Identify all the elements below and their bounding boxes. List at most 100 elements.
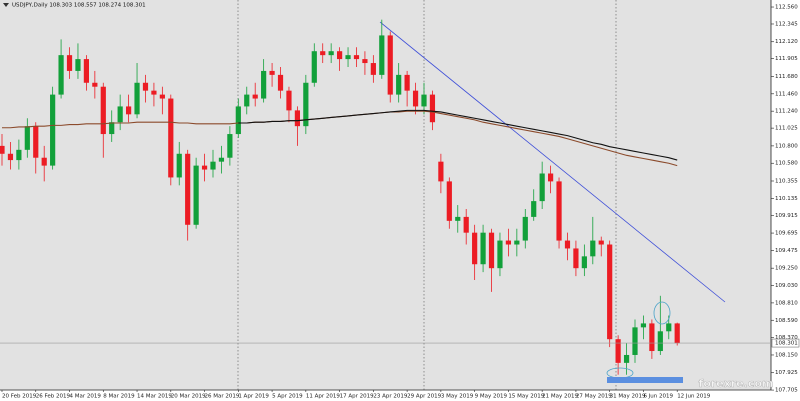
candle-body xyxy=(387,35,393,95)
candle-body xyxy=(16,149,22,161)
candle-body xyxy=(277,74,284,91)
y-tick-label: 111.025 xyxy=(775,126,798,132)
candle-body xyxy=(429,94,436,123)
y-tick-label: 109.915 xyxy=(775,213,798,219)
candle-body xyxy=(472,232,478,265)
y-tick-label: 109.475 xyxy=(775,248,798,254)
candle-body xyxy=(674,323,680,344)
candle-body xyxy=(117,106,123,123)
candle-body xyxy=(455,216,461,221)
x-tick-label: 26 Feb 2019 xyxy=(36,394,71,400)
candle-body xyxy=(337,51,343,60)
x-tick-label: 20 Feb 2019 xyxy=(2,394,37,400)
x-tick-label: 20 Mar 2019 xyxy=(171,394,206,400)
watermark: forexre.com xyxy=(699,377,774,390)
y-tick-label: 107.925 xyxy=(775,370,798,376)
y-tick-label: 109.695 xyxy=(775,231,798,237)
x-tick-label: 8 Mar 2019 xyxy=(103,394,135,400)
candle-body xyxy=(421,94,427,107)
candle-body xyxy=(269,70,275,75)
candle-body xyxy=(488,232,495,269)
candle-body xyxy=(556,181,562,241)
y-tick-label: 109.030 xyxy=(775,283,798,289)
candle-body xyxy=(404,74,410,91)
candle-body xyxy=(58,55,64,95)
candle-body xyxy=(142,82,149,91)
candle-body xyxy=(50,94,56,166)
candle-body xyxy=(522,216,528,241)
y-tick-label: 110.135 xyxy=(775,196,798,202)
candle-body xyxy=(151,90,157,95)
candle-body xyxy=(218,157,225,162)
candle-body xyxy=(463,216,469,233)
candle-body xyxy=(92,82,98,87)
x-tick-label: 26 Mar 2019 xyxy=(205,394,240,400)
y-tick-label: 110.800 xyxy=(775,143,798,149)
x-tick-label: 29 Apr 2019 xyxy=(407,394,442,400)
candle-body xyxy=(345,55,351,60)
candle-body xyxy=(598,240,604,245)
x-tick-label: 21 May 2019 xyxy=(542,394,578,400)
candle-body xyxy=(362,59,368,64)
y-tick-label: 111.905 xyxy=(775,56,798,62)
candle-body xyxy=(320,51,326,56)
candle-body xyxy=(311,51,317,83)
x-tick-label: 5 Apr 2019 xyxy=(272,394,303,400)
candle-body xyxy=(581,256,587,269)
candle-body xyxy=(235,106,241,135)
candle-body xyxy=(159,94,165,99)
candle-body xyxy=(252,94,258,99)
y-tick-label: 112.345 xyxy=(775,21,798,27)
highlight-ellipse xyxy=(653,301,671,325)
chart-title: USDJPY,Daily 108.303 108.557 108.274 108… xyxy=(12,3,146,9)
y-tick-label: 112.120 xyxy=(775,39,798,45)
candle-body xyxy=(531,201,537,217)
y-tick-label: 107.705 xyxy=(775,388,798,394)
x-tick-label: 6 Jun 2019 xyxy=(643,394,673,400)
trend-line xyxy=(379,21,726,303)
candle-body xyxy=(210,161,216,170)
candle-body xyxy=(632,327,638,355)
candle-body xyxy=(176,153,182,178)
candle-body xyxy=(193,165,199,225)
candle-body xyxy=(24,126,30,150)
x-tick-label: 14 Mar 2019 xyxy=(137,394,172,400)
candle-body xyxy=(294,110,300,127)
candle-body xyxy=(109,122,115,135)
x-tick-label: 11 Apr 2019 xyxy=(306,394,341,400)
marks xyxy=(0,19,680,375)
candle-body xyxy=(185,153,191,225)
candle-body xyxy=(412,90,419,107)
candle-body xyxy=(134,82,140,115)
x-tick-label: 12 Jun 2019 xyxy=(677,394,711,400)
candle-body xyxy=(244,94,250,107)
candle-body xyxy=(657,331,663,352)
candle-body xyxy=(446,181,452,221)
y-tick-label: 110.355 xyxy=(775,178,798,184)
title-icon xyxy=(3,3,9,7)
candle-body xyxy=(539,173,545,202)
y-tick-label: 112.560 xyxy=(775,5,798,11)
candle-body xyxy=(649,323,655,352)
y-tick-label: 108.590 xyxy=(775,318,798,324)
y-tick-label: 111.240 xyxy=(775,109,798,115)
x-tick-label: 17 Apr 2019 xyxy=(340,394,375,400)
candle-body xyxy=(497,240,503,269)
x-tick-label: 4 Mar 2019 xyxy=(70,394,102,400)
highlight-bar xyxy=(607,377,683,383)
candle-body xyxy=(33,126,39,158)
candle-body xyxy=(303,82,309,127)
x-tick-label: 1 Apr 2019 xyxy=(238,394,269,400)
candle-body xyxy=(261,70,267,99)
plot-area xyxy=(0,0,771,390)
candle-body xyxy=(126,106,132,115)
current-price-label: 108.301 xyxy=(775,341,798,347)
y-tick-label: 111.460 xyxy=(775,91,798,97)
x-tick-label: 15 May 2019 xyxy=(508,394,544,400)
candle-body xyxy=(201,165,208,170)
candle-body xyxy=(0,145,5,154)
candle-body xyxy=(607,244,613,340)
candle-body xyxy=(666,323,672,332)
y-tick-label: 111.680 xyxy=(775,74,798,80)
